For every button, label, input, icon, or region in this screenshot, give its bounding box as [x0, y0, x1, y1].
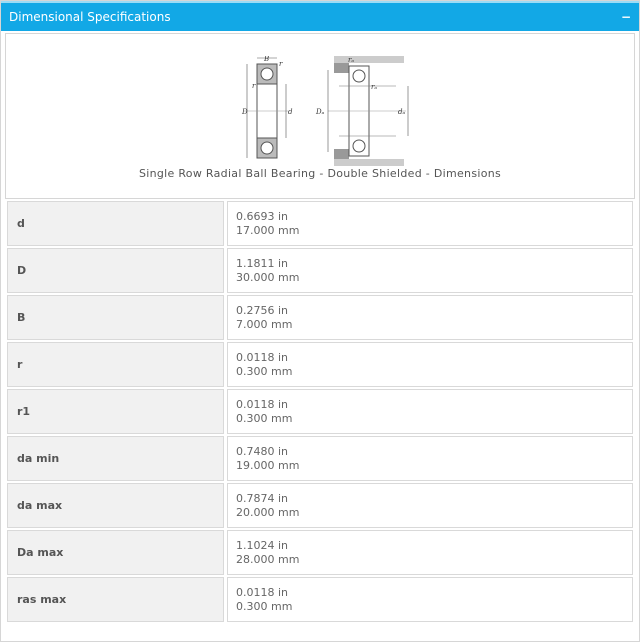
spec-label: Da max: [7, 530, 224, 575]
value-mm: 19.000 mm: [236, 459, 300, 472]
label-ra: rₐ: [371, 83, 377, 91]
spec-label: ras max: [7, 577, 224, 622]
spec-label: da max: [7, 483, 224, 528]
label-D: D: [241, 108, 248, 116]
value-mm: 30.000 mm: [236, 271, 300, 284]
label-ra-top: rₐ: [348, 56, 354, 64]
table-row: d 0.6693 in 17.000 mm: [5, 201, 635, 246]
spec-value: 0.2756 in 7.000 mm: [227, 295, 633, 340]
table-row: r1 0.0118 in 0.300 mm: [5, 389, 635, 434]
value-inches: 0.0118 in: [236, 351, 289, 364]
spec-value: 0.0118 in 0.300 mm: [227, 342, 633, 387]
table-row: ras max 0.0118 in 0.300 mm: [5, 577, 635, 622]
spec-table: d 0.6693 in 17.000 mm D 1.1811 in 30.000 mm…: [5, 201, 635, 622]
spec-label: D: [7, 248, 224, 293]
bearing-dimension-drawing: B r r D d rₐ rₐ Dₐ: [241, 56, 409, 166]
label-Da: Dₐ: [315, 108, 325, 116]
table-row: Da max 1.1024 in 28.000 mm: [5, 530, 635, 575]
spec-label: da min: [7, 436, 224, 481]
spec-value: 0.7874 in 20.000 mm: [227, 483, 633, 528]
value-inches: 0.0118 in: [236, 586, 289, 599]
value-mm: 20.000 mm: [236, 506, 300, 519]
value-inches: 1.1024 in: [236, 539, 289, 552]
panel-header[interactable]: Dimensional Specifications −: [1, 1, 639, 31]
spec-value: 0.6693 in 17.000 mm: [227, 201, 633, 246]
value-inches: 0.7480 in: [236, 445, 289, 458]
spec-label: B: [7, 295, 224, 340]
spec-value: 0.0118 in 0.300 mm: [227, 389, 633, 434]
spec-label: r1: [7, 389, 224, 434]
panel-title: Dimensional Specifications: [9, 10, 171, 24]
table-row: D 1.1811 in 30.000 mm: [5, 248, 635, 293]
label-B: B: [263, 56, 269, 63]
label-da: dₐ: [398, 108, 405, 116]
table-row: da max 0.7874 in 20.000 mm: [5, 483, 635, 528]
spec-value: 1.1811 in 30.000 mm: [227, 248, 633, 293]
table-row: da min 0.7480 in 19.000 mm: [5, 436, 635, 481]
value-mm: 17.000 mm: [236, 224, 300, 237]
value-inches: 0.0118 in: [236, 398, 289, 411]
table-row: B 0.2756 in 7.000 mm: [5, 295, 635, 340]
label-r: r: [279, 60, 283, 68]
spec-label: d: [7, 201, 224, 246]
value-mm: 28.000 mm: [236, 553, 300, 566]
label-r1: r: [252, 82, 256, 90]
spec-value: 0.7480 in 19.000 mm: [227, 436, 633, 481]
value-inches: 0.7874 in: [236, 492, 289, 505]
value-mm: 0.300 mm: [236, 412, 293, 425]
bearing-diagram: B r r D d rₐ rₐ Dₐ: [5, 33, 635, 199]
spec-value: 1.1024 in 28.000 mm: [227, 530, 633, 575]
spec-label: r: [7, 342, 224, 387]
value-inches: 0.6693 in: [236, 210, 289, 223]
value-mm: 0.300 mm: [236, 600, 293, 613]
value-inches: 1.1811 in: [236, 257, 289, 270]
diagram-caption: Single Row Radial Ball Bearing - Double …: [138, 167, 502, 180]
collapse-icon[interactable]: −: [620, 10, 631, 24]
value-inches: 0.2756 in: [236, 304, 289, 317]
value-mm: 7.000 mm: [236, 318, 293, 331]
value-mm: 0.300 mm: [236, 365, 293, 378]
label-d: d: [288, 108, 293, 116]
spec-value: 0.0118 in 0.300 mm: [227, 577, 633, 622]
table-row: r 0.0118 in 0.300 mm: [5, 342, 635, 387]
